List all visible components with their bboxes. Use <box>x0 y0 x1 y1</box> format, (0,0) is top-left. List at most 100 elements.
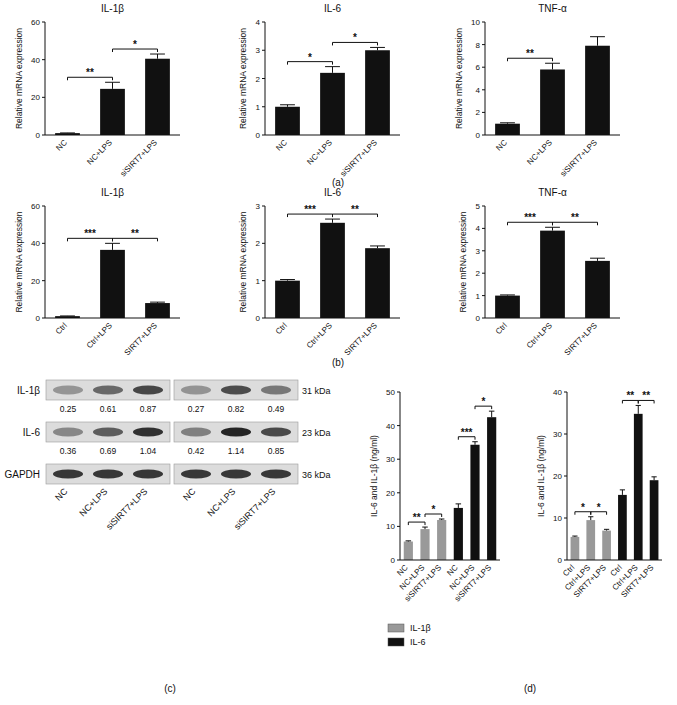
significance-label: ** <box>131 228 139 239</box>
error-cap <box>456 503 462 504</box>
y-tick-label: 10 <box>553 514 562 523</box>
legend: IL-1βIL-6 <box>388 623 431 647</box>
bar <box>540 69 565 135</box>
x-tick-label: NC+LPS <box>85 138 114 167</box>
band-quantity: 0.25 <box>60 404 77 414</box>
y-axis <box>485 206 486 318</box>
y-tick <box>397 492 400 493</box>
y-tick <box>397 425 400 426</box>
significance-label: ** <box>642 390 650 401</box>
y-tick <box>262 78 265 79</box>
band <box>221 386 251 395</box>
y-tick-label: 60 <box>31 18 40 27</box>
band-quantity: 0.85 <box>268 446 285 456</box>
significance-label: ** <box>86 67 94 78</box>
y-tick-label: 3 <box>256 202 261 211</box>
y-axis-label: Relative mRNA expression <box>14 211 24 312</box>
error-cap <box>105 82 120 83</box>
bar <box>275 281 300 318</box>
error-bar <box>150 302 165 304</box>
y-tick <box>564 476 567 477</box>
error-cap <box>280 279 295 280</box>
bracket-end <box>574 512 575 515</box>
y-axis-label: Relative mRNA expression <box>14 28 24 129</box>
x-axis <box>485 135 620 136</box>
error-stem <box>112 82 113 89</box>
error-cap <box>588 516 593 517</box>
error-stem <box>491 411 492 417</box>
marks <box>495 37 610 135</box>
x-tick-label: siSIRT7+LPS <box>453 563 493 603</box>
error-bar <box>325 67 340 73</box>
y-tick <box>262 280 265 281</box>
blot-size-label: 23 kDa <box>302 428 331 438</box>
error-cap <box>439 519 445 520</box>
error-stem <box>654 477 655 480</box>
band <box>53 386 83 395</box>
error-stem <box>597 37 598 46</box>
bar <box>437 520 446 560</box>
significance-label: * <box>353 32 357 43</box>
y-tick <box>42 97 45 98</box>
lane-label: siSIRT7+LPS <box>104 486 149 531</box>
blot-strip <box>46 422 170 442</box>
bracket-end <box>590 512 591 515</box>
error-cap <box>590 258 605 259</box>
panel-label: (d) <box>524 683 536 694</box>
x-axis <box>485 318 620 319</box>
bracket-end <box>332 214 333 217</box>
bar <box>365 248 390 318</box>
significance-label: ** <box>351 204 359 215</box>
legend-swatch <box>388 624 404 632</box>
x-tick-label: Ctrl+LPS <box>305 321 334 350</box>
y-tick-label: 20 <box>386 489 395 498</box>
lane-label: NC+LPS <box>77 486 109 518</box>
band <box>221 428 251 437</box>
error-cap <box>325 219 340 220</box>
significance-label: ** <box>571 212 579 223</box>
y-tick <box>482 67 485 68</box>
bracket-end <box>552 222 553 225</box>
x-tick-label: SIRT7+LPS <box>123 321 159 357</box>
y-tick-label: 60 <box>31 202 40 211</box>
y-tick <box>397 459 400 460</box>
legend-label: IL-6 <box>410 637 426 647</box>
bar <box>275 107 300 135</box>
y-tick <box>42 318 45 319</box>
error-bar <box>572 536 577 538</box>
y-tick <box>397 560 400 561</box>
bracket-end <box>552 222 553 225</box>
error-cap <box>545 227 560 228</box>
y-tick <box>564 560 567 561</box>
bracket-end <box>408 522 409 525</box>
x-tick-label: siSIRT7+LPS <box>119 138 159 178</box>
error-cap <box>651 476 656 477</box>
x-tick-label: siSIRT7+LPS <box>403 563 443 603</box>
error-bar <box>439 519 445 520</box>
legend-swatch <box>388 638 404 646</box>
y-tick-label: 3 <box>476 247 481 256</box>
error-stem <box>112 243 113 250</box>
y-tick-label: 40 <box>31 239 40 248</box>
bracket-end <box>507 58 508 61</box>
panel-label: (c) <box>164 683 176 694</box>
y-axis <box>45 206 46 318</box>
y-tick-label: 0 <box>36 314 41 323</box>
panel-label: (a) <box>332 177 344 188</box>
y-tick-label: 2 <box>256 239 261 248</box>
error-bar <box>636 405 641 413</box>
bar <box>495 124 520 135</box>
bracket-end <box>552 58 553 61</box>
error-bar <box>590 258 605 261</box>
x-tick-label: NC+LPS <box>525 138 554 167</box>
x-tick-label: SIRT7+LPS <box>572 563 608 599</box>
error-bar <box>105 82 120 89</box>
band <box>133 428 163 437</box>
significance-label: *** <box>524 212 536 223</box>
y-tick <box>482 206 485 207</box>
significance-label: *** <box>304 204 316 215</box>
bracket-end <box>112 238 113 241</box>
y-tick-label: 0 <box>256 314 261 323</box>
error-bar <box>406 540 412 542</box>
error-cap <box>636 405 641 406</box>
